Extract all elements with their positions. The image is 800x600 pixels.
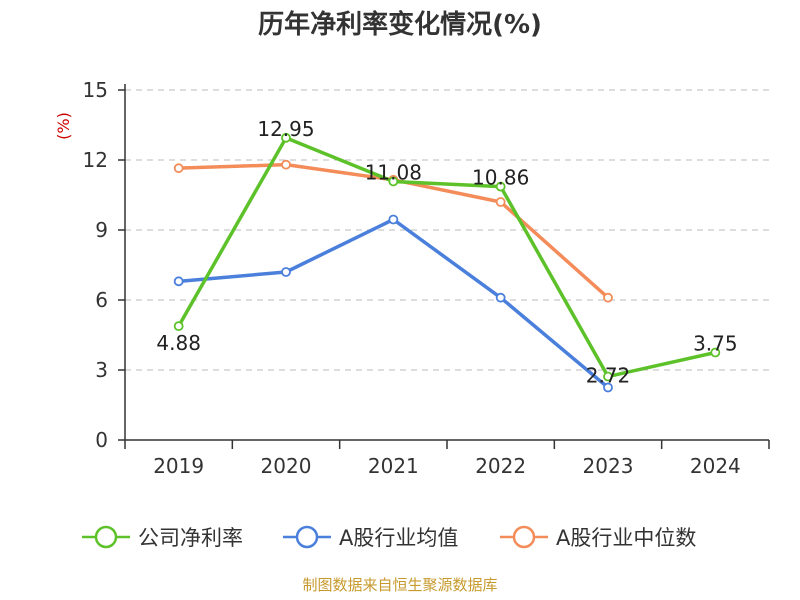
- x-tick-label: 2021: [368, 454, 419, 478]
- legend-label: A股行业中位数: [556, 526, 696, 550]
- legend-item-2: A股行业中位数: [500, 525, 696, 550]
- axes: [118, 84, 770, 449]
- data-point: [388, 176, 399, 187]
- y-tick-label: 12: [83, 148, 108, 172]
- data-point: [495, 197, 506, 207]
- source-note: 制图数据来自恒生聚源数据库: [302, 576, 497, 594]
- series-line: [176, 136, 718, 379]
- data-point: [281, 159, 291, 170]
- data-labels: 4.88 12.95 11.08 10.86 2.72 3.75: [156, 117, 737, 388]
- x-tick-label: 2023: [583, 454, 634, 478]
- data-label: 12.95: [257, 117, 314, 141]
- data-point: [495, 181, 506, 192]
- legend-item-1: A股行业均值: [283, 525, 458, 550]
- y-axis-label: (%): [54, 112, 73, 140]
- legend-marker: [512, 525, 536, 549]
- legend-label: A股行业均值: [339, 526, 458, 550]
- legend-item-0: 公司净利率: [82, 525, 243, 550]
- data-point: [603, 371, 613, 382]
- legend-marker: [94, 525, 118, 549]
- data-label: 3.75: [693, 332, 738, 356]
- data-point: [173, 276, 184, 287]
- data-label: 2.72: [586, 364, 631, 388]
- data-point: [173, 321, 184, 332]
- series-0: [173, 132, 721, 382]
- y-tick-label: 3: [95, 358, 108, 382]
- grid-lines: [125, 89, 769, 371]
- legend: 公司净利率 A股行业均值 A股行业中位数: [82, 525, 696, 550]
- data-point: [388, 214, 399, 225]
- series-line: [176, 217, 610, 390]
- y-tick-label: 0: [95, 428, 108, 452]
- chart-title: 历年净利率变化情况(%): [258, 9, 542, 40]
- x-tick-label: 2024: [690, 454, 741, 478]
- x-tick-label: 2022: [475, 454, 526, 478]
- y-tick-label: 15: [83, 78, 108, 102]
- data-point: [495, 292, 506, 303]
- x-tick-label: 2019: [153, 454, 204, 478]
- data-label: 10.86: [472, 166, 529, 190]
- x-tick-label: 2020: [261, 454, 312, 478]
- y-tick-labels: 0 3 6 9 12 15: [83, 78, 108, 452]
- data-point: [173, 163, 184, 174]
- series-1: [173, 214, 613, 393]
- legend-label: 公司净利率: [138, 526, 243, 550]
- data-label: 4.88: [156, 331, 201, 355]
- data-point: [603, 292, 613, 303]
- data-point: [281, 267, 291, 277]
- data-point: [603, 382, 613, 393]
- y-tick-label: 9: [95, 218, 108, 242]
- series-group: [173, 132, 721, 393]
- data-point: [281, 132, 291, 143]
- y-tick-label: 6: [95, 288, 108, 312]
- data-label: 11.08: [365, 160, 422, 184]
- x-tick-labels: 2019 2020 2021 2022 2023 2024: [153, 454, 741, 478]
- data-point: [710, 347, 721, 358]
- legend-marker: [295, 525, 319, 549]
